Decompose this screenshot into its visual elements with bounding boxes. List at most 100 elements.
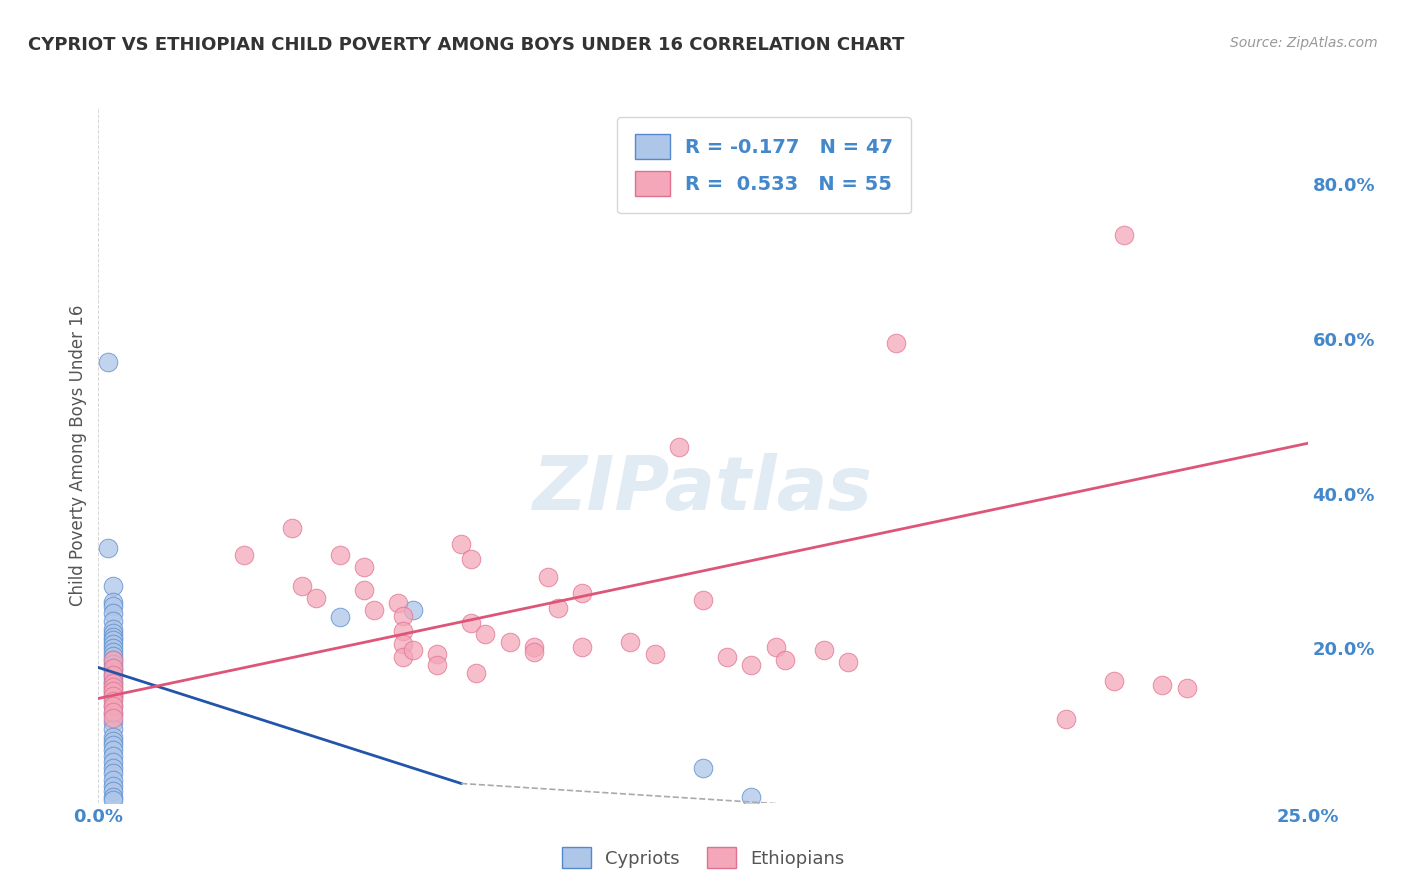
Point [101, 683, 124, 698]
Point [101, 648, 124, 663]
Point [1112, 227, 1135, 242]
Legend: Cypriots, Ethiopians: Cypriots, Ethiopians [553, 838, 853, 877]
Point [232, 549, 254, 563]
Point [1102, 673, 1125, 688]
Point [101, 645, 124, 659]
Point [464, 665, 486, 680]
Point [353, 583, 375, 598]
Point [101, 699, 124, 714]
Point [101, 676, 124, 690]
Point [101, 653, 124, 667]
Point [329, 549, 352, 563]
Point [101, 676, 124, 690]
Point [101, 761, 124, 775]
Point [644, 648, 666, 662]
Point [97, 355, 120, 369]
Point [101, 779, 124, 793]
Point [773, 653, 796, 667]
Point [537, 570, 560, 584]
Point [101, 653, 124, 667]
Point [101, 706, 124, 721]
Point [101, 743, 124, 757]
Point [101, 630, 124, 644]
Point [101, 660, 124, 674]
Point [101, 668, 124, 682]
Point [101, 595, 124, 609]
Text: ZIPatlas: ZIPatlas [533, 453, 873, 526]
Point [402, 602, 425, 616]
Point [101, 607, 124, 621]
Point [692, 761, 714, 775]
Point [426, 648, 449, 662]
Point [1054, 712, 1077, 726]
Point [101, 699, 124, 714]
Point [692, 593, 714, 607]
Point [101, 730, 124, 744]
Point [101, 738, 124, 752]
Point [392, 608, 415, 623]
Point [392, 637, 415, 651]
Point [290, 579, 312, 593]
Point [101, 723, 124, 737]
Point [460, 616, 482, 631]
Point [101, 672, 124, 686]
Point [101, 641, 124, 656]
Point [101, 599, 124, 613]
Point [101, 668, 124, 682]
Point [392, 650, 415, 665]
Point [765, 640, 787, 654]
Point [363, 602, 385, 616]
Point [886, 335, 908, 350]
Point [101, 637, 124, 651]
Point [101, 766, 124, 780]
Point [571, 640, 593, 654]
Point [101, 633, 124, 648]
Point [740, 658, 762, 673]
Point [101, 614, 124, 628]
Point [281, 521, 304, 535]
Point [498, 635, 520, 649]
Point [619, 635, 641, 649]
Point [101, 714, 124, 729]
Point [460, 552, 482, 566]
Point [392, 624, 415, 639]
Point [740, 790, 762, 805]
Point [101, 622, 124, 636]
Point [101, 734, 124, 748]
Point [716, 650, 738, 665]
Y-axis label: Child Poverty Among Boys Under 16: Child Poverty Among Boys Under 16 [69, 304, 87, 606]
Point [101, 660, 124, 674]
Point [101, 689, 124, 703]
Point [97, 541, 120, 555]
Point [101, 711, 124, 725]
Point [101, 749, 124, 764]
Point [668, 440, 690, 454]
Point [101, 683, 124, 698]
Point [101, 579, 124, 593]
Point [101, 625, 124, 640]
Point [837, 655, 859, 669]
Point [101, 680, 124, 694]
Point [101, 680, 124, 694]
Point [1152, 678, 1174, 692]
Point [101, 784, 124, 798]
Point [101, 688, 124, 702]
Point [305, 591, 328, 605]
Point [101, 694, 124, 708]
Point [329, 610, 352, 624]
Point [101, 789, 124, 804]
Point [523, 640, 546, 654]
Point [353, 560, 375, 574]
Point [426, 658, 449, 673]
Point [387, 596, 409, 610]
Point [1175, 681, 1198, 696]
Point [813, 642, 835, 657]
Point [101, 657, 124, 671]
Point [523, 645, 546, 659]
Point [450, 537, 472, 551]
Text: Source: ZipAtlas.com: Source: ZipAtlas.com [1230, 36, 1378, 50]
Point [101, 705, 124, 719]
Point [101, 793, 124, 807]
Point [101, 755, 124, 769]
Point [547, 601, 569, 615]
